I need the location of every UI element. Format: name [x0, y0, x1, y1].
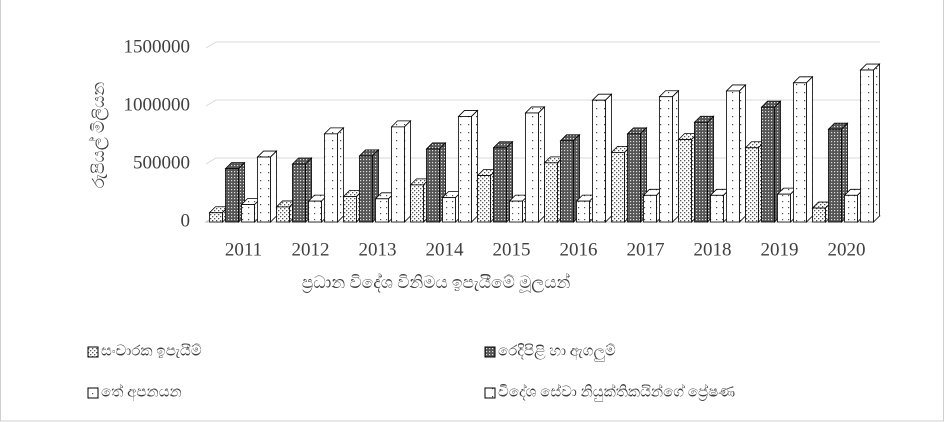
x-tick-label: 2011: [225, 239, 262, 260]
grid-line: [205, 157, 880, 165]
bar: [492, 140, 514, 223]
bar-front: [793, 82, 807, 223]
bar-front: [391, 126, 405, 223]
bar-front: [844, 194, 858, 223]
bar-front: [544, 162, 558, 223]
legend-label: සංචාරක ඉපැයීම්: [101, 343, 202, 359]
bar: [224, 161, 246, 223]
x-tick-label: 2019: [761, 239, 799, 260]
bar-front: [777, 193, 791, 223]
bar-front: [525, 112, 539, 223]
x-tick-label: 2016: [560, 239, 598, 260]
x-axis-title: ප්‍රධාන විදේශ විනිමය ඉපැයීමේ මූලයන්: [302, 273, 571, 293]
bar: [859, 63, 881, 223]
bar-front: [359, 155, 373, 223]
bar-front: [343, 196, 357, 223]
legend-label: රෙදිපිළි හා ඇගලුම්: [498, 343, 616, 361]
y-tick-label: 0: [181, 210, 191, 231]
bar-side: [605, 93, 612, 223]
bar-front: [812, 207, 826, 223]
bar: [291, 157, 313, 223]
bar: [208, 205, 230, 223]
bar: [323, 126, 345, 223]
bar-front: [426, 148, 440, 223]
bar-front: [745, 147, 759, 223]
bar-front: [209, 212, 223, 223]
bar-side: [739, 83, 746, 223]
bar: [358, 148, 380, 223]
bar-side: [471, 109, 478, 223]
bar-front: [860, 69, 874, 223]
bar-front: [276, 206, 290, 223]
bar-front: [659, 96, 673, 223]
bar: [658, 89, 680, 223]
bar-front: [694, 121, 708, 223]
bar-front: [375, 198, 389, 223]
legend-swatch: [484, 346, 496, 358]
bar: [792, 75, 814, 223]
x-tick-label: 2015: [493, 239, 531, 260]
bar-side: [806, 75, 813, 223]
bar-front: [477, 175, 491, 223]
bar-front: [493, 147, 507, 223]
y-tick-label: 1500000: [124, 36, 191, 57]
x-tick-label: 2018: [694, 239, 732, 260]
bar-front: [324, 133, 338, 223]
grid-line: [205, 41, 880, 49]
bar-front: [643, 194, 657, 223]
bar-front: [560, 140, 574, 223]
bar-front: [576, 200, 590, 223]
legend-swatch: [87, 387, 99, 399]
grid-line: [205, 99, 880, 107]
legend-label: තේ අපනයන: [101, 382, 182, 401]
bar-side: [270, 150, 277, 223]
x-tick-label: 2013: [359, 239, 397, 260]
legend-label: විදේශ සේවා නියුක්තිකයින්ගේ ප්‍රේෂණ: [498, 382, 735, 401]
bar-front: [225, 168, 239, 223]
bar: [256, 150, 278, 223]
bar-front: [509, 200, 523, 223]
legend-swatch: [484, 387, 496, 399]
x-tick-label: 2012: [292, 239, 330, 260]
y-axis-title: රුපියල් මිලියන: [89, 82, 109, 189]
bar-front: [458, 116, 472, 223]
bar-front: [592, 99, 606, 223]
bar-side: [337, 126, 344, 223]
bar-front: [726, 90, 740, 223]
bar-front: [257, 156, 271, 223]
bar-front: [292, 163, 306, 223]
bar-front: [611, 151, 625, 223]
bar-side: [672, 89, 679, 223]
bar-front: [761, 106, 775, 223]
bar-front: [828, 128, 842, 223]
bar-side: [404, 119, 411, 223]
bar: [591, 93, 613, 223]
bar-side: [873, 63, 880, 223]
bar: [524, 105, 546, 223]
bar-front: [410, 184, 424, 223]
bar-side: [538, 105, 545, 223]
bar-front: [678, 139, 692, 223]
bar: [725, 83, 747, 223]
bar-front: [442, 197, 456, 223]
bar-front: [627, 133, 641, 223]
bar: [390, 119, 412, 223]
bar-front: [241, 204, 255, 223]
x-tick-label: 2017: [627, 239, 665, 260]
bar: [760, 100, 782, 223]
y-tick-label: 1000000: [124, 94, 191, 115]
y-tick-label: 500000: [133, 152, 190, 173]
bar-front: [710, 194, 724, 223]
x-tick-label: 2020: [828, 239, 866, 260]
bar: [457, 109, 479, 223]
legend-swatch: [87, 346, 99, 358]
x-tick-label: 2014: [426, 239, 465, 260]
bar-front: [308, 200, 322, 223]
